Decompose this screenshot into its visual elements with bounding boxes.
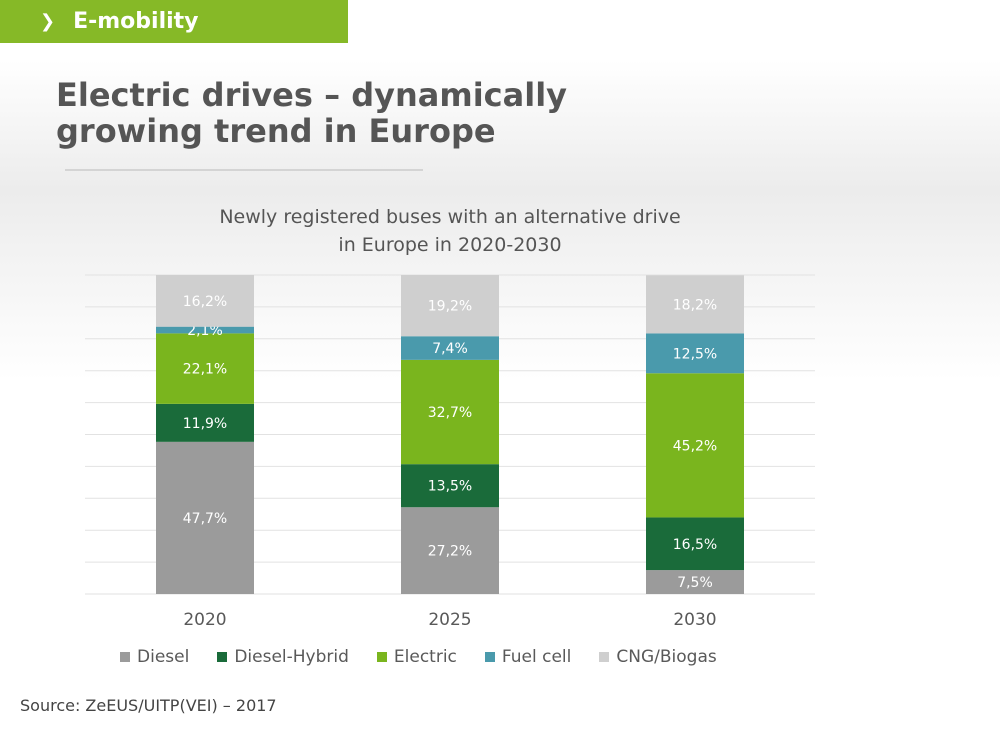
data-label: 2,1%	[187, 323, 223, 339]
legend-label: Diesel	[137, 647, 190, 667]
section-banner[interactable]: ❯ E-mobility	[0, 0, 348, 43]
chart-legend: Diesel Diesel-Hybrid Electric Fuel cell CNG/…	[120, 646, 820, 668]
legend-item: Electric	[376, 647, 457, 667]
data-label: 45,2%	[673, 438, 717, 454]
legend-label: Electric	[393, 647, 457, 667]
page-title: Electric drives – dynamically growing tr…	[56, 76, 568, 150]
bar-segment-diesel-2020	[156, 441, 254, 594]
data-label: 16,5%	[673, 537, 717, 553]
bar-segment-electric-2025	[401, 359, 499, 465]
bar-segment-diesel-hybrid-2030	[646, 517, 744, 571]
section-label: E-mobility	[73, 9, 199, 34]
data-label: 11,9%	[183, 416, 227, 432]
legend-item: Fuel cell	[484, 647, 572, 667]
bar-segment-diesel-2030	[646, 570, 744, 594]
chevron-right-icon: ❯	[40, 11, 56, 32]
x-tick-label: 2030	[673, 610, 716, 630]
bar-segment-diesel-hybrid-2020	[156, 403, 254, 442]
legend-label: Fuel cell	[501, 647, 572, 667]
bar-segment-cng-biogas-2025	[401, 275, 499, 337]
bar-segment-fuel-cell-2020	[156, 326, 254, 334]
chart-title: Newly registered buses with an alternati…	[150, 203, 750, 259]
data-label: 12,5%	[673, 346, 717, 362]
data-label: 47,7%	[183, 511, 227, 527]
legend-swatch	[217, 652, 228, 662]
data-label: 16,2%	[183, 294, 227, 310]
chart-title-line-2: in Europe in 2020-2030	[338, 234, 562, 256]
data-label: 18,2%	[673, 297, 717, 313]
data-label: 7,4%	[432, 341, 468, 357]
bar-segment-electric-2020	[156, 333, 254, 404]
legend-label: Diesel-Hybrid	[234, 647, 349, 667]
legend-swatch	[120, 652, 130, 662]
legend-swatch	[484, 652, 495, 662]
title-divider	[65, 169, 423, 171]
x-tick-label: 2025	[428, 610, 471, 630]
data-label: 27,2%	[428, 544, 472, 560]
data-label: 13,5%	[428, 479, 472, 495]
source-note: Source: ZeEUS/UITP(VEI) – 2017	[20, 696, 277, 715]
legend-item: Diesel-Hybrid	[217, 647, 349, 667]
legend-swatch	[376, 652, 387, 662]
legend-item: Diesel	[120, 647, 189, 667]
bar-segment-fuel-cell-2030	[646, 333, 744, 374]
x-tick-label: 2020	[183, 610, 226, 630]
bar-segment-electric-2030	[646, 373, 744, 518]
legend-swatch	[599, 652, 610, 662]
data-label: 19,2%	[428, 299, 472, 315]
legend-label: CNG/Biogas	[616, 647, 717, 667]
bar-segment-diesel-hybrid-2025	[401, 464, 499, 508]
bar-segment-cng-biogas-2030	[646, 275, 744, 334]
bar-segment-fuel-cell-2025	[401, 336, 499, 360]
data-label: 22,1%	[183, 362, 227, 378]
data-label: 7,5%	[677, 575, 713, 591]
bar-segment-diesel-2025	[401, 507, 499, 594]
legend-item: CNG/Biogas	[599, 647, 717, 667]
chart-title-line-1: Newly registered buses with an alternati…	[219, 206, 681, 228]
bar-segment-cng-biogas-2020	[156, 275, 254, 327]
data-label: 32,7%	[428, 405, 472, 421]
